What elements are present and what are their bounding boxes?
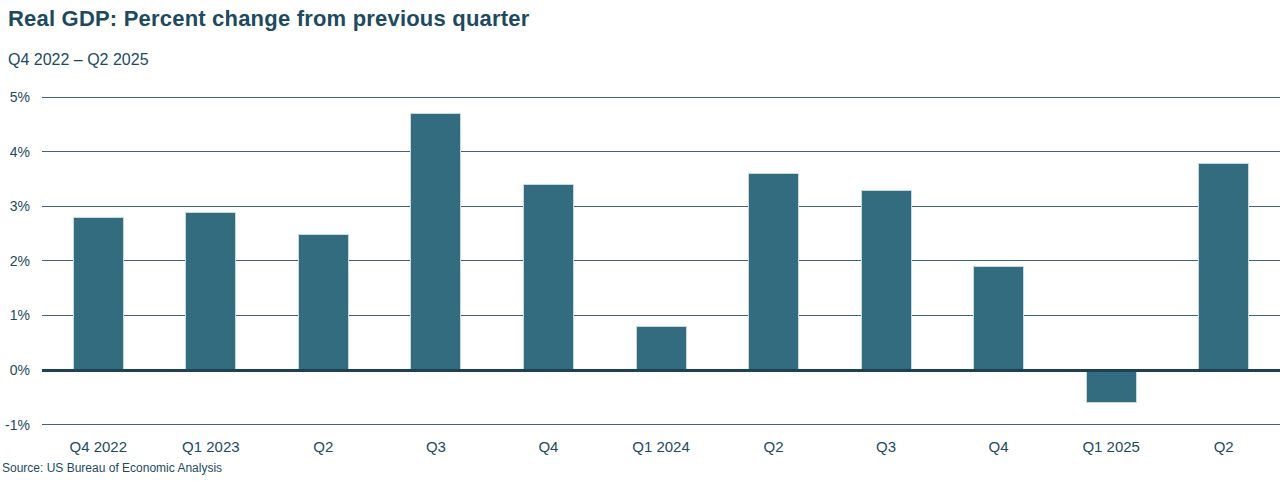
gridline-3% bbox=[42, 206, 1280, 207]
x-axis-tick-label: Q3 bbox=[830, 438, 942, 455]
bar-q3 bbox=[410, 113, 461, 370]
bar-q4 bbox=[523, 184, 574, 370]
bar-q3 bbox=[861, 190, 912, 370]
y-axis-tick-label: 0% bbox=[0, 362, 30, 378]
x-axis-tick-label: Q1 2024 bbox=[605, 438, 717, 455]
plot-area: 5%4%3%2%1%0%-1%Q4 2022Q1 2023Q2Q3Q4Q1 20… bbox=[0, 0, 1280, 481]
source-note: Source: US Bureau of Economic Analysis bbox=[2, 461, 222, 475]
gridline-4% bbox=[42, 151, 1280, 152]
x-axis-tick-label: Q2 bbox=[1168, 438, 1280, 455]
bar-q2 bbox=[748, 173, 799, 370]
x-axis-tick-label: Q3 bbox=[380, 438, 492, 455]
bar-q1-2024 bbox=[636, 326, 687, 370]
gridline--1% bbox=[42, 424, 1280, 425]
gdp-quarterly-chart: Real GDP: Percent change from previous q… bbox=[0, 0, 1280, 481]
bar-q2 bbox=[298, 234, 349, 371]
x-axis-tick-label: Q4 2022 bbox=[42, 438, 154, 455]
x-axis-tick-label: Q2 bbox=[267, 438, 379, 455]
y-axis-tick-label: 4% bbox=[0, 144, 30, 160]
y-axis-tick-label: 1% bbox=[0, 307, 30, 323]
x-axis-tick-label: Q1 2023 bbox=[155, 438, 267, 455]
bar-q4-2022 bbox=[73, 217, 124, 370]
y-axis-tick-label: -1% bbox=[0, 417, 30, 433]
y-axis-tick-label: 3% bbox=[0, 198, 30, 214]
bar-q4 bbox=[973, 266, 1024, 370]
bar-q2 bbox=[1198, 163, 1249, 370]
bar-q1-2025 bbox=[1086, 370, 1137, 403]
y-axis-tick-label: 2% bbox=[0, 253, 30, 269]
bar-q1-2023 bbox=[185, 212, 236, 370]
y-axis-tick-label: 5% bbox=[0, 89, 30, 105]
x-axis-tick-label: Q1 2025 bbox=[1055, 438, 1167, 455]
zero-baseline bbox=[42, 369, 1280, 372]
x-axis-tick-label: Q2 bbox=[718, 438, 830, 455]
gridline-5% bbox=[42, 97, 1280, 98]
x-axis-tick-label: Q4 bbox=[943, 438, 1055, 455]
x-axis-tick-label: Q4 bbox=[492, 438, 604, 455]
